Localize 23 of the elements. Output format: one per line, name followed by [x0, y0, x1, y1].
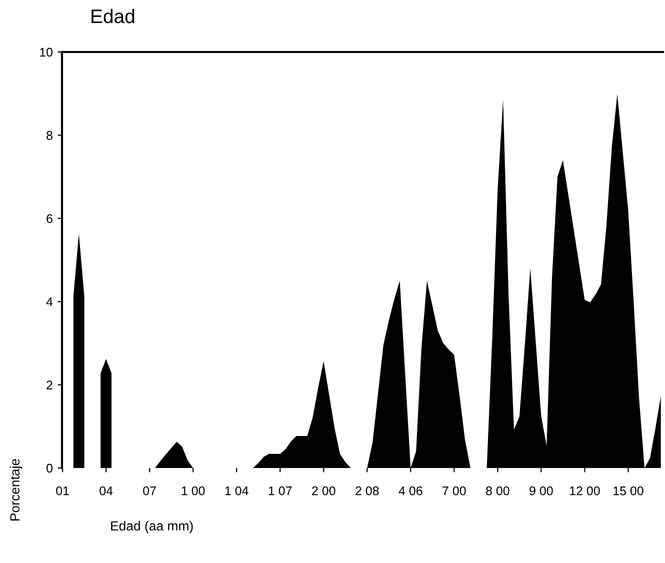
y-tick-label: 2 [46, 380, 52, 390]
y-tick-label: 8 [46, 131, 52, 140]
x-tick-label: 9 00 [530, 486, 553, 496]
x-tick-label: 1 00 [182, 486, 205, 496]
x-tick-label: 04 [100, 486, 113, 496]
x-tick-label: 1 07 [268, 486, 292, 496]
x-tick-label: 4 06 [398, 486, 422, 496]
x-tick-label: 7 00 [442, 486, 466, 496]
y-tick-label: 4 [46, 298, 53, 306]
x-tick-label: 8 00 [486, 486, 510, 496]
y-axis-title: Porcentaje [10, 459, 22, 520]
x-tick-label: 15 00 [614, 486, 644, 496]
x-tick-label: 12 00 [570, 486, 600, 496]
x-tick-label: 1 04 [225, 486, 248, 496]
y-tick-label: 6 [46, 214, 52, 224]
x-axis-title: Edad (aa mm) [111, 520, 193, 534]
chart-title: Edad [92, 8, 134, 24]
x-tick-label: 2 08 [356, 486, 379, 496]
x-tick-label: 07 [143, 486, 156, 496]
y-tick-label: 0 [46, 464, 52, 473]
x-tick-label: 2 00 [312, 486, 336, 496]
x-tick-label: 01 [56, 486, 69, 496]
y-tick-label: 10 [40, 48, 52, 57]
